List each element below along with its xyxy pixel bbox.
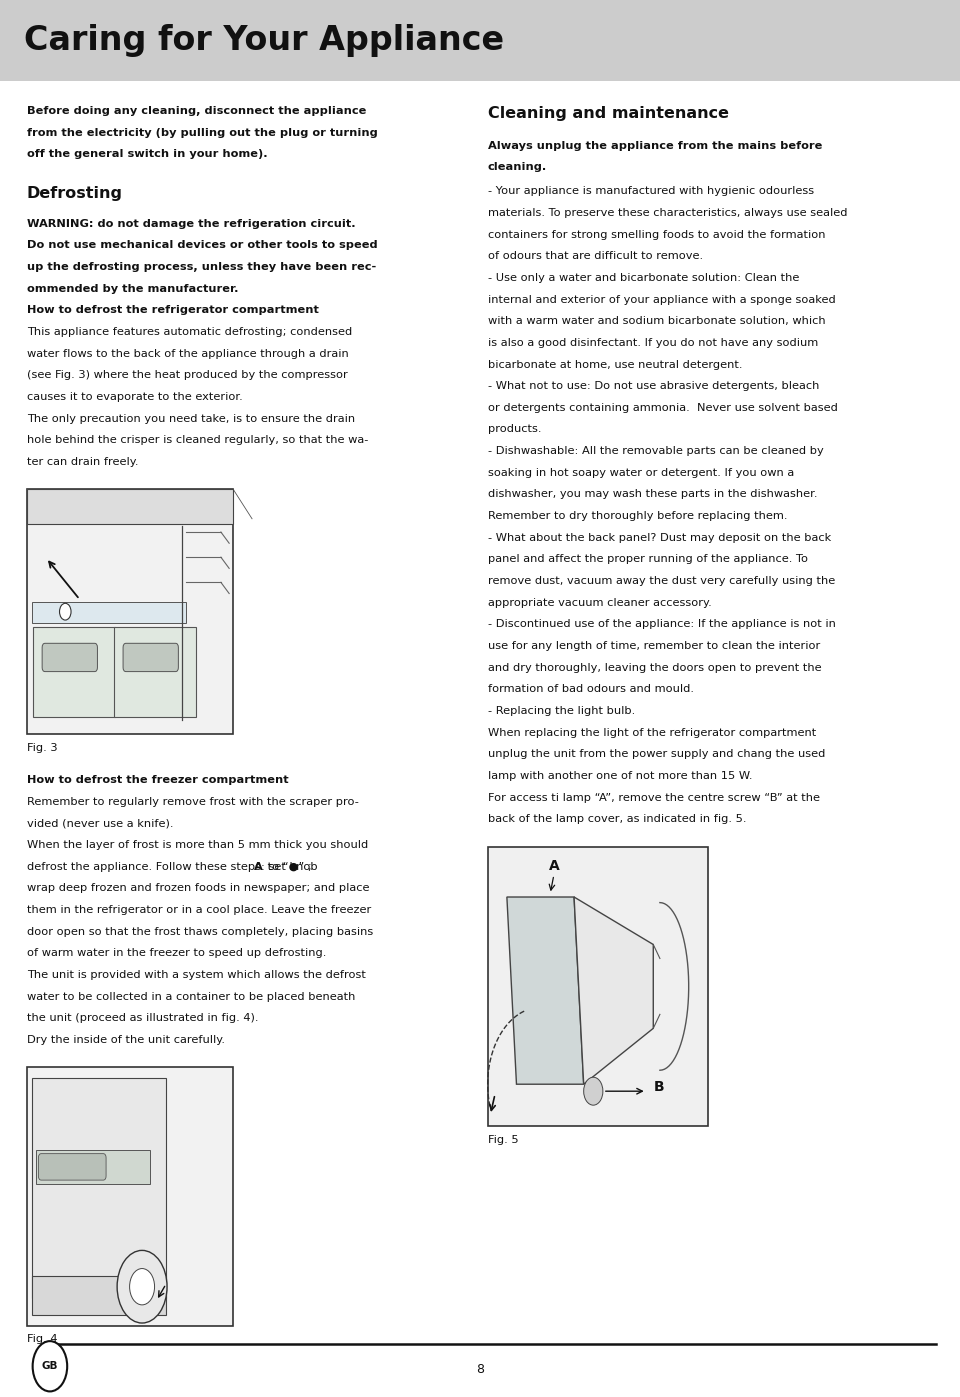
Text: (see Fig. 3) where the heat produced by the compressor: (see Fig. 3) where the heat produced by …	[27, 370, 348, 380]
FancyBboxPatch shape	[27, 489, 233, 733]
Text: water to be collected in a container to be placed beneath: water to be collected in a container to …	[27, 992, 355, 1002]
Polygon shape	[507, 897, 584, 1084]
Text: use for any length of time, remember to clean the interior: use for any length of time, remember to …	[488, 641, 820, 651]
Text: materials. To preserve these characteristics, always use sealed: materials. To preserve these characteris…	[488, 208, 847, 218]
Text: Defrosting: Defrosting	[27, 186, 123, 201]
Text: the unit (proceed as illustrated in fig. 4).: the unit (proceed as illustrated in fig.…	[27, 1013, 258, 1023]
Text: 8: 8	[476, 1362, 484, 1376]
Text: defrost the appliance. Follow these steps: set knob: defrost the appliance. Follow these step…	[27, 862, 322, 872]
Text: - What not to use: Do not use abrasive detergents, bleach: - What not to use: Do not use abrasive d…	[488, 381, 819, 391]
Circle shape	[130, 1268, 155, 1305]
Text: - Your appliance is manufactured with hygienic odourless: - Your appliance is manufactured with hy…	[488, 186, 814, 197]
Text: vided (never use a knife).: vided (never use a knife).	[27, 819, 174, 828]
Text: Caring for Your Appliance: Caring for Your Appliance	[24, 24, 504, 57]
FancyBboxPatch shape	[32, 1275, 166, 1315]
Polygon shape	[574, 897, 653, 1084]
Text: appropriate vacuum cleaner accessory.: appropriate vacuum cleaner accessory.	[488, 598, 711, 608]
Text: remove dust, vacuum away the dust very carefully using the: remove dust, vacuum away the dust very c…	[488, 576, 835, 587]
Text: Do not use mechanical devices or other tools to speed: Do not use mechanical devices or other t…	[27, 240, 377, 250]
Text: A: A	[548, 859, 560, 873]
FancyBboxPatch shape	[32, 602, 186, 623]
Text: internal and exterior of your appliance with a sponge soaked: internal and exterior of your appliance …	[488, 295, 835, 305]
FancyBboxPatch shape	[32, 1078, 166, 1298]
Text: Dry the inside of the unit carefully.: Dry the inside of the unit carefully.	[27, 1035, 225, 1045]
Text: For access ti lamp “A”, remove the centre screw “B” at the: For access ti lamp “A”, remove the centr…	[488, 792, 820, 803]
Text: How to defrost the freezer compartment: How to defrost the freezer compartment	[27, 775, 289, 785]
Text: Fig. 3: Fig. 3	[27, 743, 58, 753]
Text: Always unplug the appliance from the mains before: Always unplug the appliance from the mai…	[488, 141, 822, 151]
Text: - What about the back panel? Dust may deposit on the back: - What about the back panel? Dust may de…	[488, 532, 831, 543]
Text: with a warm water and sodium bicarbonate solution, which: with a warm water and sodium bicarbonate…	[488, 316, 826, 327]
Text: and dry thoroughly, leaving the doors open to prevent the: and dry thoroughly, leaving the doors op…	[488, 662, 822, 673]
Text: Cleaning and maintenance: Cleaning and maintenance	[488, 106, 729, 122]
Text: them in the refrigerator or in a cool place. Leave the freezer: them in the refrigerator or in a cool pl…	[27, 905, 372, 915]
Circle shape	[117, 1250, 167, 1323]
Text: to “●” ;: to “●” ;	[264, 862, 312, 872]
Text: When the layer of frost is more than 5 mm thick you should: When the layer of frost is more than 5 m…	[27, 840, 368, 849]
Text: Fig. 4: Fig. 4	[27, 1334, 58, 1344]
FancyBboxPatch shape	[0, 0, 960, 81]
Text: When replacing the light of the refrigerator compartment: When replacing the light of the refriger…	[488, 728, 816, 738]
Text: of odours that are difficult to remove.: of odours that are difficult to remove.	[488, 251, 703, 261]
Text: ter can drain freely.: ter can drain freely.	[27, 457, 138, 467]
Circle shape	[33, 1341, 67, 1391]
Text: of warm water in the freezer to speed up defrosting.: of warm water in the freezer to speed up…	[27, 949, 326, 958]
Text: wrap deep frozen and frozen foods in newspaper; and place: wrap deep frozen and frozen foods in new…	[27, 883, 370, 893]
Text: or detergents containing ammonia.  Never use solvent based: or detergents containing ammonia. Never …	[488, 402, 837, 414]
Text: Remember to dry thoroughly before replacing them.: Remember to dry thoroughly before replac…	[488, 511, 787, 521]
Text: The unit is provided with a system which allows the defrost: The unit is provided with a system which…	[27, 970, 366, 979]
FancyBboxPatch shape	[38, 1154, 106, 1180]
Text: - Replacing the light bulb.: - Replacing the light bulb.	[488, 705, 635, 717]
Text: Remember to regularly remove frost with the scraper pro-: Remember to regularly remove frost with …	[27, 796, 359, 806]
Text: back of the lamp cover, as indicated in fig. 5.: back of the lamp cover, as indicated in …	[488, 814, 746, 824]
Text: WARNING: do not damage the refrigeration circuit.: WARNING: do not damage the refrigeration…	[27, 219, 355, 229]
Text: Fig. 5: Fig. 5	[488, 1134, 518, 1144]
Text: lamp with another one of not more than 15 W.: lamp with another one of not more than 1…	[488, 771, 753, 781]
Text: Before doing any cleaning, disconnect the appliance: Before doing any cleaning, disconnect th…	[27, 106, 367, 116]
Text: causes it to evaporate to the exterior.: causes it to evaporate to the exterior.	[27, 393, 243, 402]
FancyBboxPatch shape	[123, 643, 179, 672]
Text: GB: GB	[41, 1361, 59, 1372]
Text: cleaning.: cleaning.	[488, 162, 547, 172]
Text: B: B	[653, 1080, 664, 1094]
FancyBboxPatch shape	[27, 1067, 233, 1326]
Text: soaking in hot soapy water or detergent. If you own a: soaking in hot soapy water or detergent.…	[488, 468, 794, 478]
Text: This appliance features automatic defrosting; condensed: This appliance features automatic defros…	[27, 327, 352, 337]
Circle shape	[60, 604, 71, 620]
Text: from the electricity (by pulling out the plug or turning: from the electricity (by pulling out the…	[27, 129, 377, 138]
Text: products.: products.	[488, 425, 541, 434]
FancyBboxPatch shape	[488, 847, 708, 1126]
Text: The only precaution you need take, is to ensure the drain: The only precaution you need take, is to…	[27, 414, 355, 423]
Text: - Use only a water and bicarbonate solution: Clean the: - Use only a water and bicarbonate solut…	[488, 272, 799, 284]
FancyBboxPatch shape	[33, 627, 115, 717]
FancyBboxPatch shape	[36, 1150, 150, 1183]
Text: hole behind the crisper is cleaned regularly, so that the wa-: hole behind the crisper is cleaned regul…	[27, 436, 369, 446]
FancyBboxPatch shape	[27, 489, 233, 524]
Text: up the defrosting process, unless they have been rec-: up the defrosting process, unless they h…	[27, 263, 376, 272]
Text: How to defrost the refrigerator compartment: How to defrost the refrigerator compartm…	[27, 306, 319, 316]
Text: containers for strong smelling foods to avoid the formation: containers for strong smelling foods to …	[488, 229, 826, 240]
FancyBboxPatch shape	[113, 627, 196, 717]
Text: is also a good disinfectant. If you do not have any sodium: is also a good disinfectant. If you do n…	[488, 338, 818, 348]
Text: dishwasher, you may wash these parts in the dishwasher.: dishwasher, you may wash these parts in …	[488, 489, 817, 500]
FancyBboxPatch shape	[42, 643, 98, 672]
Text: unplug the unit from the power supply and chang the used: unplug the unit from the power supply an…	[488, 749, 825, 760]
Text: - Discontinued use of the appliance: If the appliance is not in: - Discontinued use of the appliance: If …	[488, 619, 835, 630]
Text: formation of bad odours and mould.: formation of bad odours and mould.	[488, 685, 694, 694]
Text: panel and affect the proper running of the appliance. To: panel and affect the proper running of t…	[488, 555, 807, 564]
Text: ommended by the manufacturer.: ommended by the manufacturer.	[27, 284, 238, 293]
Text: door open so that the frost thaws completely, placing basins: door open so that the frost thaws comple…	[27, 926, 373, 936]
Text: A: A	[253, 862, 262, 872]
Text: - Dishwashable: All the removable parts can be cleaned by: - Dishwashable: All the removable parts …	[488, 446, 824, 457]
Text: water flows to the back of the appliance through a drain: water flows to the back of the appliance…	[27, 349, 348, 359]
Text: bicarbonate at home, use neutral detergent.: bicarbonate at home, use neutral deterge…	[488, 359, 742, 370]
Circle shape	[584, 1077, 603, 1105]
Text: off the general switch in your home).: off the general switch in your home).	[27, 149, 268, 159]
